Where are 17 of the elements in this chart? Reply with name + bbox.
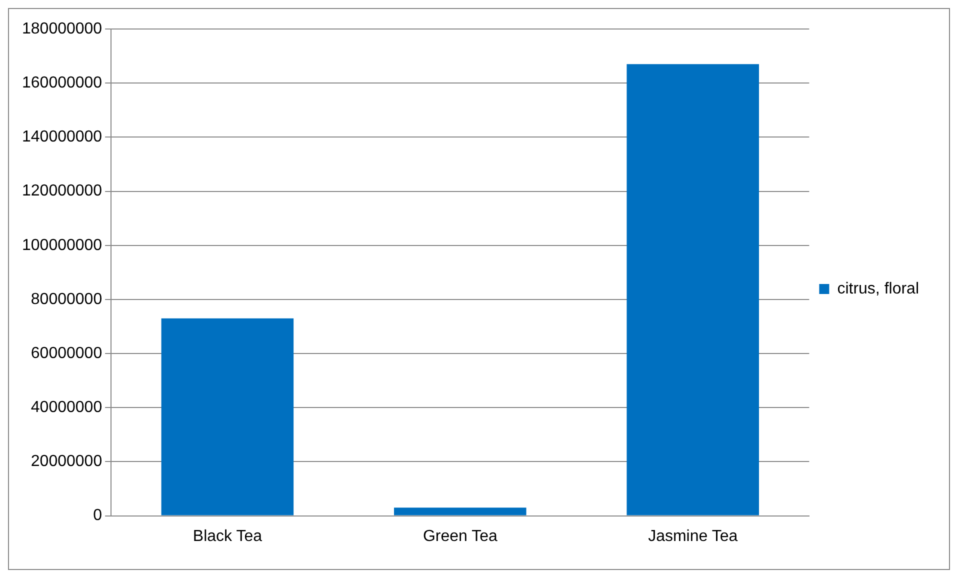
x-tick-label: Jasmine Tea [648,528,738,545]
y-tick-label: 40000000 [30,399,102,416]
y-tick-label: 20000000 [30,453,102,470]
x-tick-label: Green Tea [422,528,498,545]
y-tick-label: 180000000 [22,20,102,38]
y-tick-label: 0 [93,507,102,524]
bar [626,64,759,516]
legend-label: citrus, floral [837,280,919,298]
y-tick-label: 100000000 [22,236,102,254]
x-tick-label: Black Tea [192,528,262,545]
y-tick-label: 140000000 [22,128,102,146]
bar [394,508,526,516]
bar [161,318,294,516]
y-tick-label: 120000000 [22,182,102,200]
y-tick-label: 60000000 [30,344,102,362]
y-tick-label: 80000000 [30,290,102,308]
y-tick-label: 160000000 [22,74,102,92]
